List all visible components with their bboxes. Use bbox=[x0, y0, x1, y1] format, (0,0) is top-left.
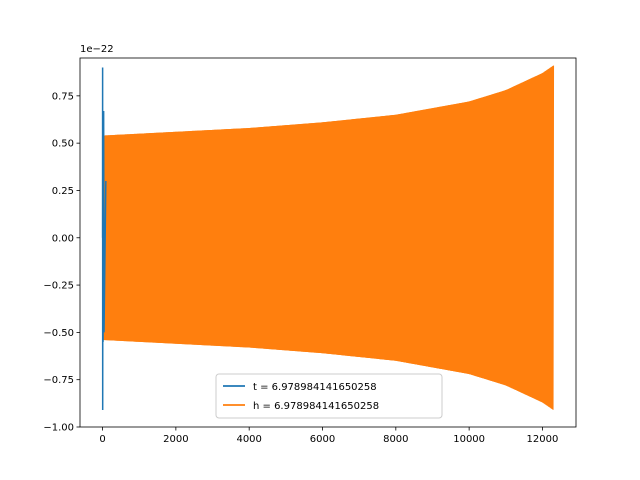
x-tick-label: 10000 bbox=[453, 434, 485, 445]
x-tick-label: 0 bbox=[99, 434, 105, 445]
y-tick-label: 0.75 bbox=[52, 91, 74, 102]
y-offset-text: 1e−22 bbox=[80, 44, 114, 55]
legend-label: t = 6.978984141650258 bbox=[253, 382, 377, 393]
y-tick-label: −0.50 bbox=[43, 328, 74, 339]
plot-area bbox=[101, 65, 555, 410]
axes-frame bbox=[79, 57, 577, 428]
y-tick-label: −0.75 bbox=[43, 375, 74, 386]
y-tick-label: 0.50 bbox=[52, 139, 74, 150]
legend: t = 6.978984141650258 h = 6.9789841416502… bbox=[215, 373, 443, 419]
y-tick-label: −0.25 bbox=[43, 281, 74, 292]
y-tick-label: 0.25 bbox=[52, 186, 74, 197]
series-t-line bbox=[101, 67, 107, 410]
x-tick-label: 4000 bbox=[236, 434, 261, 445]
series-h-line bbox=[101, 65, 555, 410]
x-tick-label: 8000 bbox=[383, 434, 408, 445]
y-tick-label: −1.00 bbox=[43, 423, 74, 434]
legend-box bbox=[215, 373, 443, 419]
y-tick-label: 0.00 bbox=[52, 233, 74, 244]
x-tick-label: 12000 bbox=[527, 434, 559, 445]
x-tick-label: 6000 bbox=[310, 434, 335, 445]
y-axis: −1.00 −0.75 −0.50 −0.25 0.00 0.25 0.50 0.75 bbox=[43, 91, 80, 434]
x-axis: 0 2000 4000 6000 8000 10000 12000 bbox=[99, 427, 558, 445]
x-tick-label: 2000 bbox=[163, 434, 188, 445]
legend-label: h = 6.978984141650258 bbox=[253, 401, 379, 412]
